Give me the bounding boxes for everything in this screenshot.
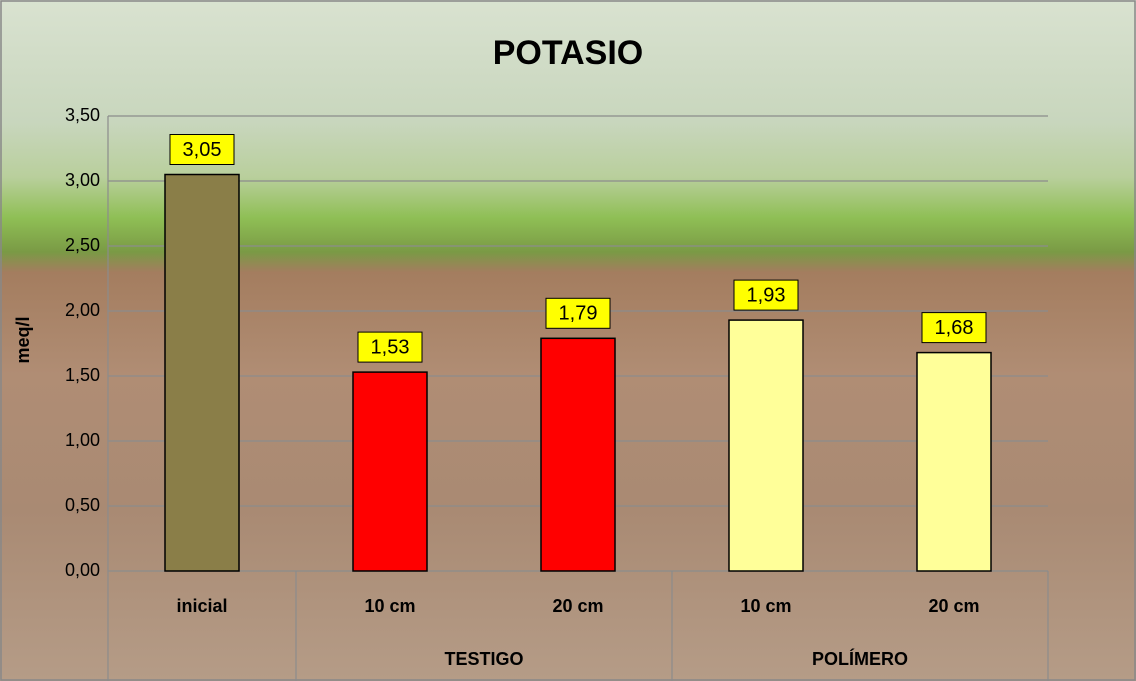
bar (541, 338, 615, 571)
y-tick-label: 1,50 (65, 365, 100, 385)
bar (353, 372, 427, 571)
value-label: 3,05 (183, 139, 222, 161)
x-tick-label: 20 cm (928, 596, 979, 616)
chart-title: POTASIO (493, 34, 644, 72)
value-label: 1,68 (935, 317, 974, 339)
x-tick-label: 20 cm (552, 596, 603, 616)
y-tick-label: 2,50 (65, 235, 100, 255)
y-tick-label: 3,00 (65, 170, 100, 190)
y-tick-label: 2,00 (65, 300, 100, 320)
value-label: 1,79 (559, 303, 598, 325)
bar (917, 353, 991, 571)
chart: POTASIO meq/l 0,00 0,50 1,00 1,50 2,00 2,50 3,… (0, 0, 1136, 681)
y-tick-label: 0,00 (65, 560, 100, 580)
x-tick-label: 10 cm (740, 596, 791, 616)
x-tick-label: 10 cm (364, 596, 415, 616)
x-tick-label: inicial (176, 596, 227, 616)
value-label: 1,53 (371, 336, 410, 358)
group-label: POLÍMERO (812, 648, 908, 669)
chart-background: POTASIO meq/l 0,00 0,50 1,00 1,50 2,00 2,50 3,… (0, 0, 1136, 681)
y-tick-label: 1,00 (65, 430, 100, 450)
y-tick-label: 0,50 (65, 495, 100, 515)
bar (165, 175, 239, 572)
group-label: TESTIGO (444, 649, 523, 669)
value-label: 1,93 (747, 284, 786, 306)
bar (729, 320, 803, 571)
y-axis-label: meq/l (13, 316, 33, 363)
y-tick-label: 3,50 (65, 105, 100, 125)
